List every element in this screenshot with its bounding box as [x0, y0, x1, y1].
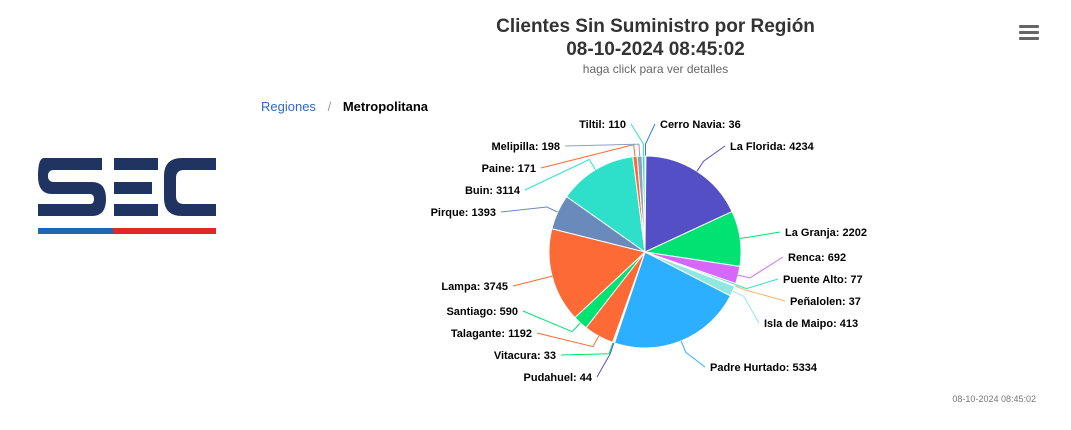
- footer-timestamp: 08-10-2024 08:45:02: [952, 394, 1036, 404]
- chart-title: Clientes Sin Suministro por Región: [496, 16, 815, 37]
- pie-connector-buin: [524, 158, 596, 191]
- pie-connector-la-florida: [696, 145, 726, 172]
- pie-label-lampa[interactable]: Lampa: 3745: [441, 281, 508, 293]
- pie-label-padre-hurtado[interactable]: Padre Hurtado: 5334: [710, 362, 818, 374]
- pie-connector-santiago: [522, 310, 581, 333]
- chart-subtitle: haga click para ver detalles: [582, 62, 729, 76]
- breadcrumb-separator: /: [327, 99, 332, 114]
- pie-label-pudahuel[interactable]: Pudahuel: 44: [524, 372, 593, 384]
- pie-label-santiago[interactable]: Santiago: 590: [446, 306, 518, 318]
- pie-label-puente-alto[interactable]: Puente Alto: 77: [783, 274, 863, 286]
- chart-datetime: 08-10-2024 08:45:02: [566, 39, 745, 60]
- pie-slice-la-florida[interactable]: [644, 155, 733, 253]
- logo-stripe-blue: [38, 228, 113, 234]
- pie-label-isla-de-maipo[interactable]: Isla de Maipo: 413: [764, 318, 858, 330]
- pie-connector-pudahuel: [596, 342, 615, 378]
- pie-slice-buin[interactable]: [565, 156, 646, 254]
- pie-label-melipilla[interactable]: Melipilla: 198: [492, 141, 560, 153]
- pie-connector-isla-de-maipo: [732, 290, 760, 324]
- breadcrumb-regiones-link[interactable]: Regiones: [261, 99, 316, 114]
- pie-label-paine[interactable]: Paine: 171: [482, 163, 536, 175]
- pie-connector-la-granja: [739, 231, 781, 239]
- pie-label-cerro-navia[interactable]: Cerro Navia: 36: [660, 119, 741, 131]
- breadcrumb-current: Metropolitana: [342, 99, 429, 114]
- logo-stripe-red: [113, 228, 216, 234]
- pie-connector-lampa: [512, 275, 553, 287]
- logo-letter-e-top: [114, 158, 158, 170]
- logo-letter-e-mid: [114, 182, 152, 194]
- pie-connector-tiltil: [630, 123, 645, 157]
- pie-chart: Cerro Navia: 36 La Florida: 4234 La Granja…: [431, 119, 867, 384]
- pie-label-talagante[interactable]: Talagante: 1192: [451, 328, 532, 340]
- pie-connector-pirque: [500, 206, 558, 213]
- logo-letter-s: [38, 158, 106, 216]
- pie-connector-melipilla: [564, 143, 641, 157]
- pie-slice-tiltil[interactable]: [641, 155, 646, 253]
- pie-connector-cerro-navia: [645, 123, 656, 156]
- pie-connector-talagante: [536, 332, 600, 348]
- pie-connector-padre-hurtado: [680, 340, 706, 368]
- pie-connector-renca: [738, 256, 784, 279]
- pie-label-penalolen[interactable]: Peñalolen: 37: [790, 296, 861, 308]
- logo-letter-e-bot: [114, 204, 158, 216]
- pie-label-la-granja[interactable]: La Granja: 2202: [785, 227, 867, 239]
- hamburger-menu-icon[interactable]: [1019, 23, 1039, 41]
- pie-label-renca[interactable]: Renca: 692: [788, 252, 846, 264]
- pie-connector-vitacura: [560, 342, 614, 356]
- chart-panel: Clientes Sin Suministro por Región 08-10…: [240, 0, 1071, 406]
- pie-label-la-florida[interactable]: La Florida: 4234: [730, 141, 815, 153]
- pie-connector-penalolen: [734, 285, 786, 302]
- pie-connector-puente-alto: [735, 278, 779, 290]
- pie-label-pirque[interactable]: Pirque: 1393: [431, 207, 496, 219]
- pie-label-buin[interactable]: Buin: 3114: [465, 185, 521, 197]
- pie-slice-padre-hurtado[interactable]: [613, 251, 732, 349]
- logo-letter-c: [164, 158, 216, 216]
- breadcrumb: Regiones / Metropolitana: [261, 99, 428, 114]
- pie-label-vitacura[interactable]: Vitacura: 33: [494, 350, 556, 362]
- pie-label-tiltil[interactable]: Tiltil: 110: [579, 119, 626, 131]
- sec-logo: [36, 156, 218, 240]
